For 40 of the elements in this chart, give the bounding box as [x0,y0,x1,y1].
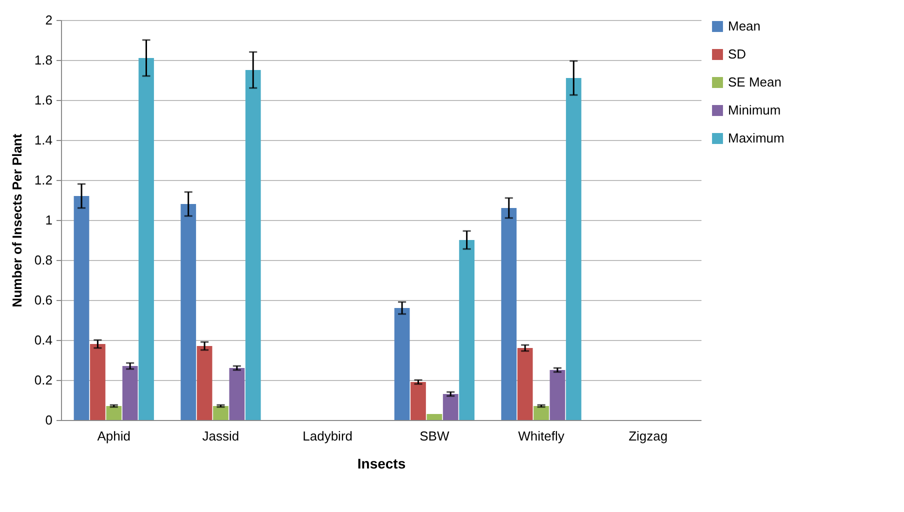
legend-label: SE Mean [728,74,782,90]
y-tick-label: 1.2 [34,172,52,188]
bar [245,70,261,420]
y-tick-label: 1 [45,212,52,228]
legend-label: Mean [728,18,761,34]
bar [196,346,212,420]
y-tick-label: 0.2 [34,372,52,388]
y-tick-label: 1.6 [34,92,52,108]
y-tick-label: 0.4 [34,332,52,348]
y-tick-label: 0.8 [34,252,52,268]
bar [534,406,549,420]
bar [213,406,228,420]
x-tick-label: Aphid [97,428,131,444]
bar [459,240,474,420]
bar [517,348,533,420]
bar [138,58,154,420]
x-tick-label: Jassid [202,428,240,444]
bar [426,414,442,420]
y-tick-label: 0.6 [34,292,52,308]
y-tick-label: 0 [45,412,52,428]
legend-label: SD [728,46,746,62]
x-tick-label: SBW [420,428,450,444]
bar [501,208,517,420]
bar [394,308,410,420]
bar [90,344,106,420]
legend-label: Minimum [728,102,781,118]
legend-label: Maximum [728,130,784,146]
bar [122,366,138,420]
y-axis-title: Number of Insects Per Plant [9,133,24,308]
bar [566,78,582,420]
x-tick-label: Ladybird [302,428,353,444]
bar [180,204,196,420]
bar [106,406,122,420]
bar [74,196,90,420]
x-tick-label: Zigzag [628,428,668,444]
y-tick-label: 1.8 [34,52,52,68]
x-tick-label: Whitefly [518,428,565,444]
x-axis-title: Insects [357,456,406,472]
y-tick-label: 1.4 [34,132,52,148]
y-tick-label: 2 [45,12,52,28]
